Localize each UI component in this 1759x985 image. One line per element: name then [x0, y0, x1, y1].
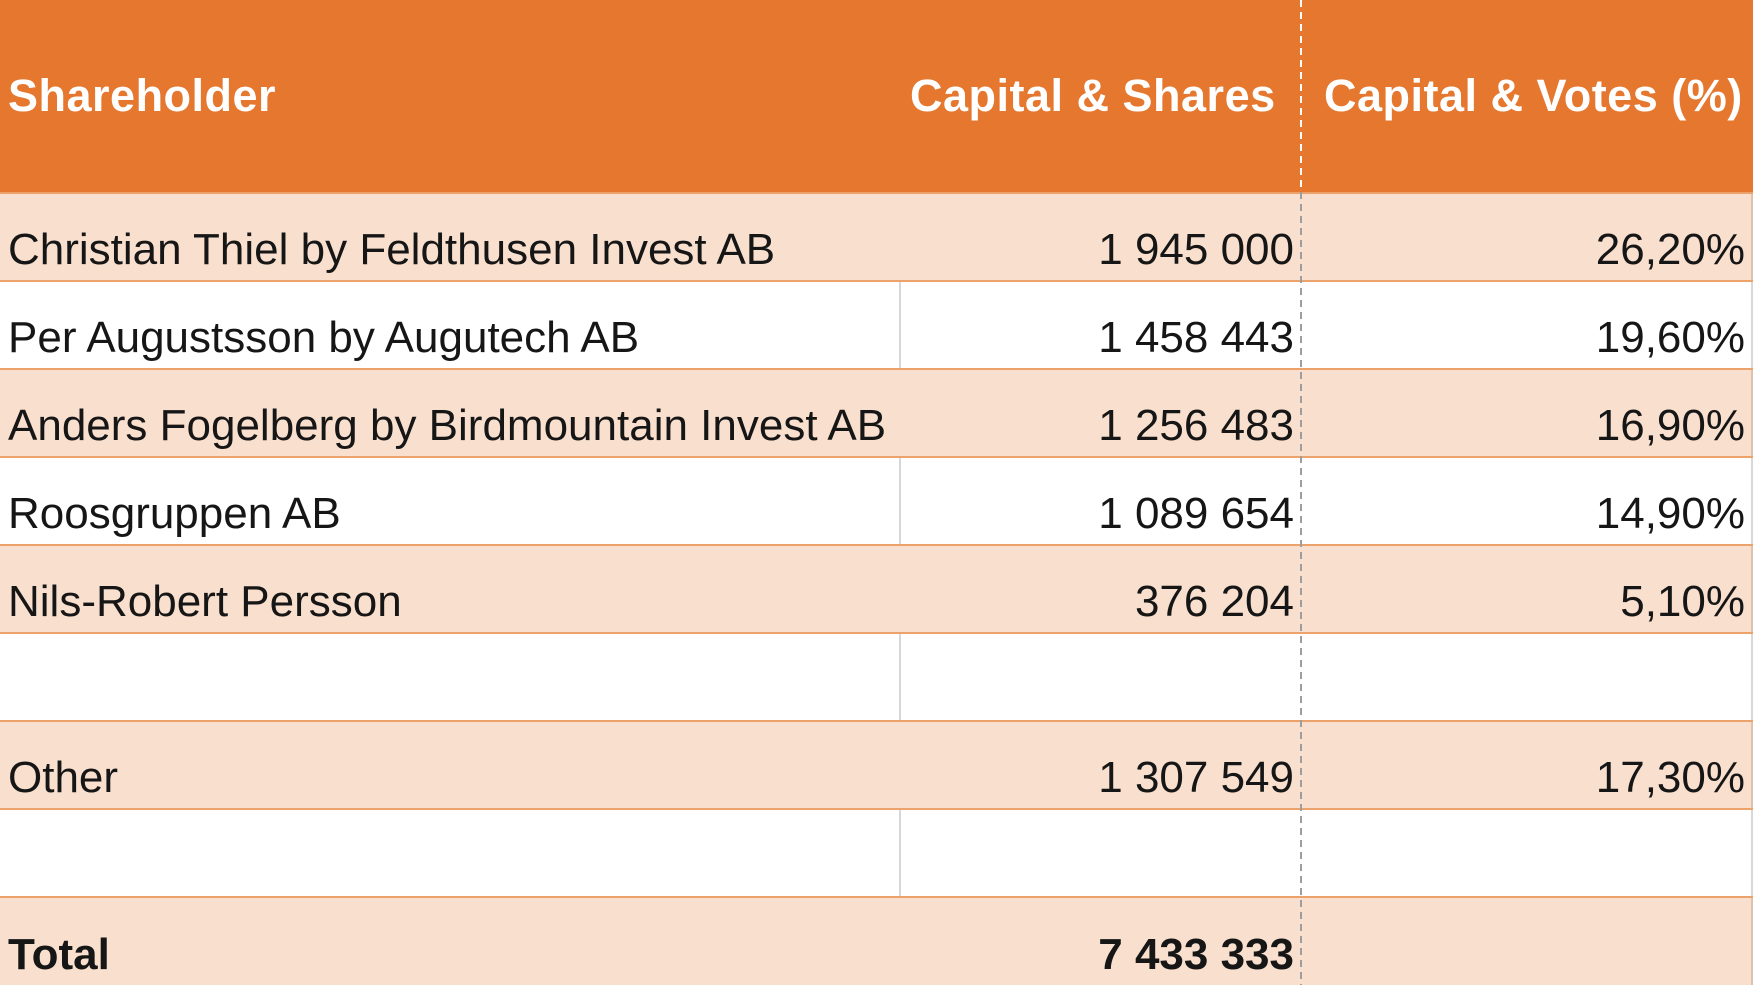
header-cell-shareholder[interactable]: Shareholder: [8, 70, 277, 122]
cell-shares-value[interactable]: 1 256 483: [1098, 400, 1294, 450]
cell-votes-value[interactable]: 26,20%: [1302, 194, 1753, 280]
cell-votes-value[interactable]: 19,60%: [1302, 282, 1753, 368]
cell-shareholder-name[interactable]: [0, 634, 901, 720]
table-row: Other 1 307 549 17,30%: [0, 720, 1753, 808]
cell-votes-value[interactable]: 17,30%: [1302, 722, 1753, 808]
table-row-empty: [0, 632, 1753, 720]
cell-shares-value[interactable]: 376 204: [1134, 576, 1294, 626]
table-row: Anders Fogelberg by Birdmountain Invest …: [0, 368, 1753, 456]
cell-shares-value[interactable]: 1 945 000: [1098, 224, 1294, 274]
cell-votes-value[interactable]: 5,10%: [1302, 546, 1753, 632]
cell-shareholder-name[interactable]: [0, 810, 901, 896]
cell-shares-value[interactable]: 1 307 549: [1098, 752, 1294, 802]
table-row: Nils-Robert Persson 376 204 5,10%: [0, 544, 1753, 632]
table-row: Roosgruppen AB 1 089 654 14,90%: [0, 456, 1753, 544]
cell-shareholder-name[interactable]: Per Augustsson by Augutech AB: [0, 282, 901, 368]
cell-total-votes-value[interactable]: [1302, 898, 1753, 985]
cell-votes-value[interactable]: 16,90%: [1302, 370, 1753, 456]
cell-shareholder-name[interactable]: Other: [8, 752, 119, 802]
cell-total-label[interactable]: Total: [8, 929, 110, 979]
cell-shareholder-name[interactable]: Christian Thiel by Feldthusen Invest AB: [8, 224, 776, 274]
cell-shares-value[interactable]: [901, 634, 1302, 720]
cell-votes-value[interactable]: [1302, 634, 1753, 720]
table-header-row: Shareholder Capital & Shares Capital & V…: [0, 0, 1753, 192]
cell-shareholder-name[interactable]: Nils-Robert Persson: [8, 576, 402, 626]
cell-shareholder-name[interactable]: Roosgruppen AB: [0, 458, 901, 544]
cell-votes-value[interactable]: [1302, 810, 1753, 896]
cell-votes-value[interactable]: 14,90%: [1302, 458, 1753, 544]
header-cell-capital-votes[interactable]: Capital & Votes (%): [1324, 70, 1743, 122]
cell-shares-value[interactable]: [901, 810, 1302, 896]
cell-total-shares-value[interactable]: 7 433 333: [1098, 929, 1294, 979]
cell-shares-value[interactable]: 1 458 443: [1098, 312, 1294, 362]
table-row: Per Augustsson by Augutech AB 1 458 443 …: [0, 280, 1753, 368]
table-row: Christian Thiel by Feldthusen Invest AB …: [0, 192, 1753, 280]
cell-shares-value[interactable]: 1 089 654: [1098, 488, 1294, 538]
table-row-empty: [0, 808, 1753, 896]
table-row-total: Total 7 433 333: [0, 896, 1753, 985]
cell-shareholder-name[interactable]: Anders Fogelberg by Birdmountain Invest …: [8, 400, 887, 450]
header-cell-capital-shares[interactable]: Capital & Shares: [910, 70, 1276, 122]
